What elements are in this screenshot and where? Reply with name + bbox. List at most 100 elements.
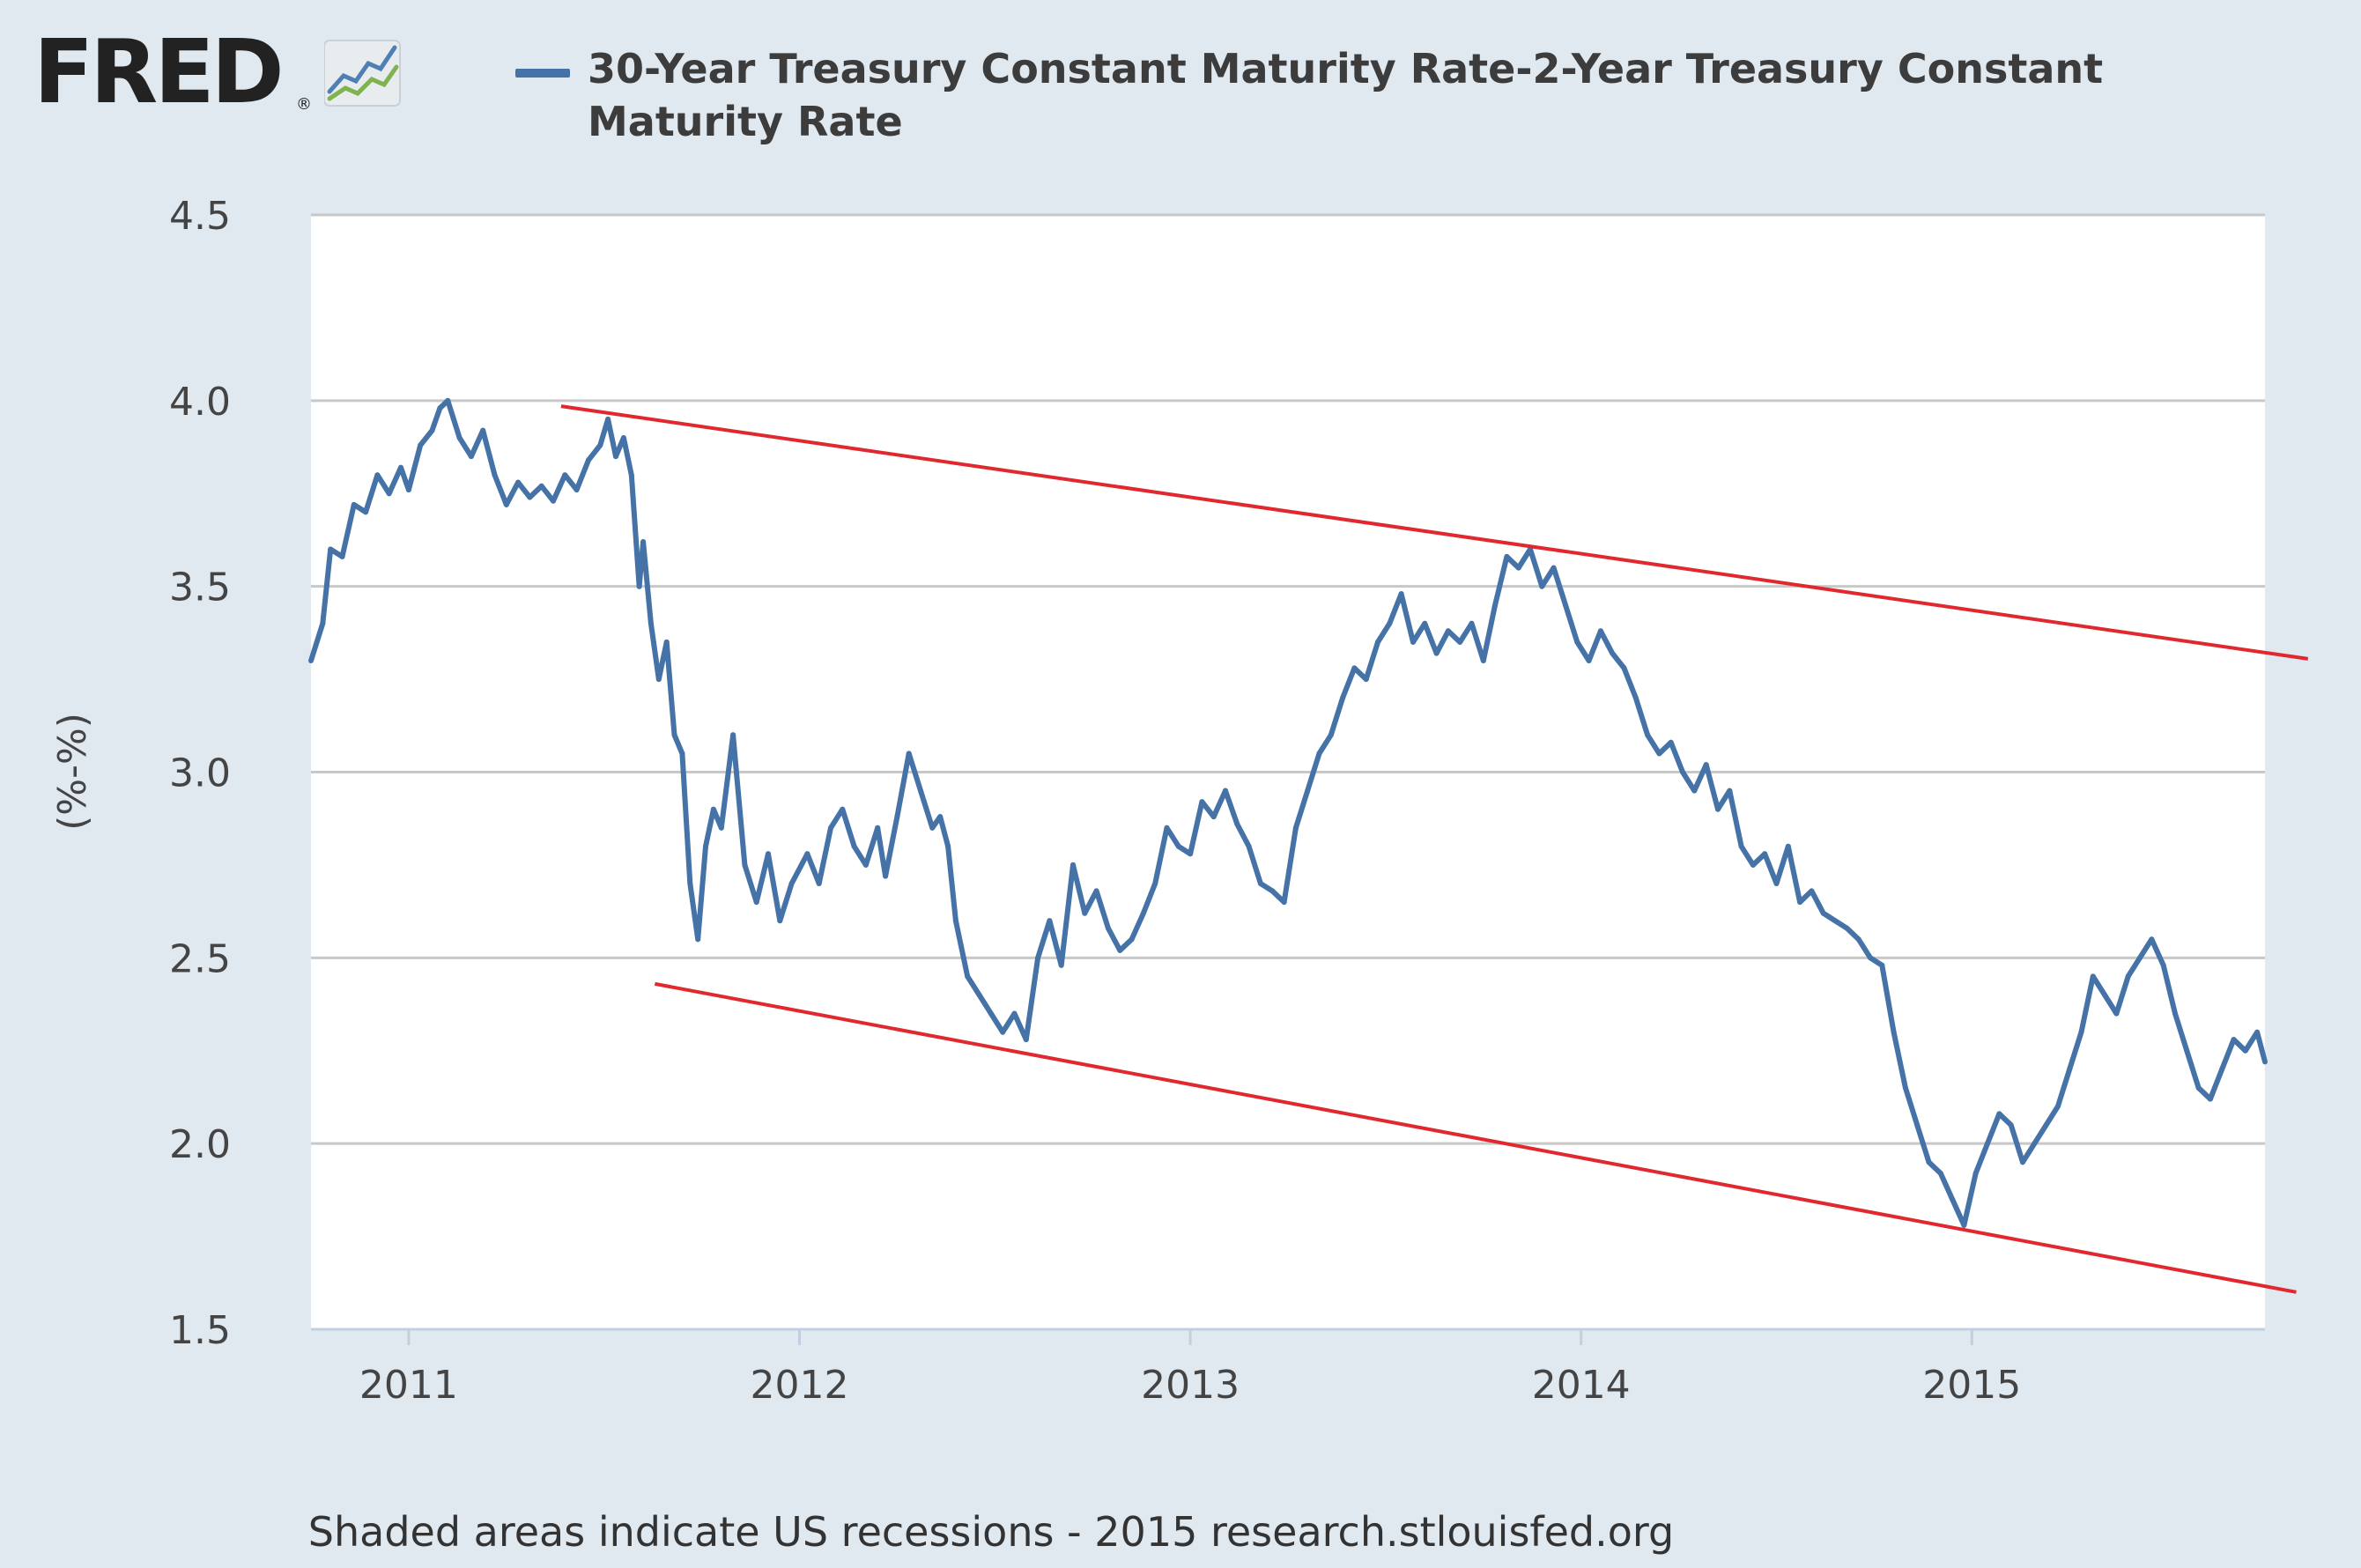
data-point bbox=[1000, 1029, 1006, 1035]
data-point bbox=[730, 732, 736, 738]
data-point bbox=[628, 472, 634, 478]
data-point bbox=[703, 843, 708, 849]
data-point bbox=[1621, 665, 1627, 671]
data-point bbox=[468, 454, 474, 460]
data-point bbox=[2149, 936, 2155, 943]
data-point bbox=[1961, 1222, 1967, 1228]
data-point bbox=[687, 881, 693, 886]
data-point bbox=[1597, 628, 1603, 634]
data-point bbox=[1738, 843, 1744, 849]
data-point bbox=[710, 806, 716, 812]
data-point bbox=[2184, 1047, 2190, 1054]
data-point bbox=[1586, 658, 1592, 663]
data-point bbox=[1328, 732, 1334, 738]
data-point bbox=[1035, 955, 1041, 961]
data-point bbox=[574, 487, 580, 492]
data-point bbox=[2020, 1159, 2025, 1165]
data-point bbox=[976, 992, 982, 998]
data-point bbox=[2160, 962, 2166, 968]
data-point bbox=[777, 918, 783, 924]
data-point bbox=[1152, 881, 1158, 886]
data-point bbox=[1070, 862, 1076, 868]
data-point bbox=[1023, 1037, 1029, 1043]
data-point bbox=[1539, 583, 1545, 589]
x-tick-label: 2011 bbox=[359, 1363, 458, 1408]
data-point bbox=[1316, 751, 1322, 757]
data-point bbox=[339, 553, 345, 559]
data-point bbox=[753, 899, 759, 906]
legend-label: 30-Year Treasury Constant Maturity Rate-… bbox=[588, 45, 2104, 145]
data-point bbox=[445, 397, 451, 403]
data-point bbox=[374, 472, 381, 478]
data-point bbox=[538, 483, 544, 489]
x-tick-label: 2013 bbox=[1141, 1363, 1240, 1408]
data-point bbox=[1703, 762, 1709, 768]
data-point bbox=[1047, 918, 1053, 924]
data-point bbox=[828, 825, 833, 831]
data-point bbox=[1093, 888, 1099, 894]
data-point bbox=[804, 851, 810, 857]
data-point bbox=[937, 814, 944, 820]
series-line bbox=[308, 397, 2268, 1228]
data-point bbox=[2102, 992, 2108, 998]
data-point bbox=[2242, 1047, 2248, 1054]
data-point bbox=[1188, 851, 1194, 857]
data-point bbox=[742, 862, 748, 868]
data-point bbox=[418, 442, 424, 448]
data-point bbox=[1985, 1141, 1990, 1147]
data-point bbox=[894, 814, 900, 820]
y-tick-label: 2.0 bbox=[169, 1122, 231, 1167]
data-point bbox=[2262, 1059, 2268, 1065]
data-point bbox=[620, 435, 626, 440]
data-point bbox=[788, 881, 795, 886]
data-point bbox=[2078, 1029, 2084, 1035]
data-point bbox=[551, 498, 556, 504]
data-point bbox=[640, 539, 647, 545]
data-point bbox=[1797, 899, 1803, 906]
data-point bbox=[1480, 658, 1486, 663]
data-point bbox=[1375, 639, 1380, 645]
data-point bbox=[965, 973, 971, 980]
data-point bbox=[1715, 806, 1721, 812]
data-point bbox=[503, 501, 509, 507]
data-point bbox=[386, 491, 392, 497]
data-point bbox=[1223, 788, 1228, 794]
data-point bbox=[1574, 639, 1580, 645]
chart-legend: 30-Year Treasury Constant Maturity Rate-… bbox=[515, 42, 2321, 148]
data-point bbox=[351, 501, 357, 507]
data-point bbox=[586, 457, 591, 463]
data-point bbox=[1117, 947, 1123, 953]
data-point bbox=[679, 751, 685, 757]
data-point bbox=[1937, 1170, 1943, 1176]
data-point bbox=[918, 788, 923, 794]
data-point bbox=[883, 873, 889, 879]
data-point bbox=[1246, 843, 1252, 849]
data-point bbox=[1199, 799, 1205, 805]
data-point bbox=[1855, 936, 1861, 943]
data-point bbox=[2032, 1141, 2038, 1147]
data-point bbox=[1140, 910, 1146, 916]
data-point bbox=[492, 472, 498, 478]
data-point bbox=[405, 487, 411, 492]
data-point bbox=[1398, 591, 1404, 597]
y-tick-label: 1.5 bbox=[169, 1308, 231, 1353]
x-tick-label: 2012 bbox=[751, 1363, 849, 1408]
x-tick-label: 2015 bbox=[1922, 1363, 2021, 1408]
data-point bbox=[1632, 695, 1639, 701]
data-point bbox=[906, 751, 912, 757]
data-point bbox=[1351, 665, 1358, 671]
data-point bbox=[1691, 788, 1698, 794]
data-point bbox=[2231, 1037, 2237, 1043]
y-tick-label: 3.5 bbox=[169, 566, 231, 610]
data-point bbox=[1914, 1122, 1921, 1128]
data-point bbox=[1433, 650, 1440, 656]
data-point bbox=[1387, 620, 1393, 626]
lower-trendline bbox=[654, 981, 2297, 1294]
data-point bbox=[1610, 650, 1616, 656]
data-point bbox=[480, 427, 486, 433]
data-point bbox=[2090, 973, 2096, 980]
upper-trendline bbox=[560, 404, 2309, 661]
data-point bbox=[437, 405, 443, 411]
data-point bbox=[1281, 899, 1287, 906]
data-point bbox=[2219, 1066, 2225, 1072]
